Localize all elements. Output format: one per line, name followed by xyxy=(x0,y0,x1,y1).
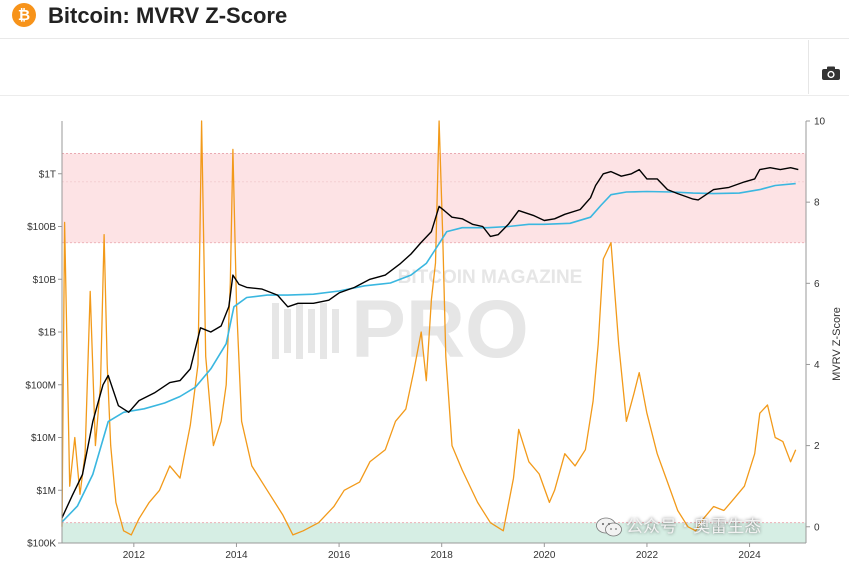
x-tick-label: 2014 xyxy=(225,550,248,561)
right-tick-label: 10 xyxy=(814,117,826,128)
market_cap-line xyxy=(61,166,799,519)
wechat-icon xyxy=(596,517,622,537)
chart-toolbar xyxy=(0,39,849,96)
realized_cap-line xyxy=(61,182,796,523)
x-tick-label: 2024 xyxy=(738,550,761,561)
right-tick-label: 6 xyxy=(814,279,820,290)
chart-header: ₿ Bitcoin: MVRV Z-Score xyxy=(0,0,849,39)
watermark-text: 公众号 · 奥雷生态 xyxy=(626,517,762,537)
page-title: Bitcoin: MVRV Z-Score xyxy=(48,3,288,28)
chart-svg: BITCOIN MAGAZINEPRO$1T$100B$10B$1B$100M$… xyxy=(25,117,843,562)
x-tick-label: 2012 xyxy=(123,550,146,561)
x-tick-label: 2018 xyxy=(431,550,454,561)
watermark: 公众号 · 奥雷生态 xyxy=(596,512,761,537)
logo-watermark-bar xyxy=(332,309,339,353)
toolbar-divider xyxy=(808,40,809,94)
bitcoin-icon: ₿ xyxy=(12,3,36,27)
logo-watermark-bar xyxy=(284,309,291,353)
left-tick-label: $100M xyxy=(25,380,56,391)
left-tick-label: $100K xyxy=(27,539,56,550)
logo-watermark-large: PRO xyxy=(351,284,529,375)
x-tick-label: 2016 xyxy=(328,550,351,561)
left-tick-label: $1M xyxy=(37,486,56,497)
mvrv-chart: BITCOIN MAGAZINE PRO $1T $100B $10B $1B $100M $… xyxy=(0,95,849,562)
logo-watermark-bar xyxy=(308,309,315,353)
right-tick-label: 8 xyxy=(814,198,820,209)
right-tick-label: 2 xyxy=(814,441,820,452)
left-tick-label: $100B xyxy=(27,222,56,233)
left-tick-label: $10B xyxy=(33,275,57,286)
left-tick-label: $1B xyxy=(38,328,56,339)
red-zone-band xyxy=(62,153,806,243)
right-tick-label: 0 xyxy=(814,522,820,533)
left-tick-label: $1T xyxy=(39,169,56,180)
right-tick-label: 4 xyxy=(814,360,820,371)
camera-icon[interactable] xyxy=(822,66,840,80)
right-axis-title: MVRV Z-Score xyxy=(831,307,843,381)
logo-watermark-bar xyxy=(320,303,327,359)
x-tick-label: 2020 xyxy=(533,550,556,561)
logo-watermark-bar xyxy=(272,303,279,359)
x-tick-label: 2022 xyxy=(636,550,659,561)
logo-watermark-bar xyxy=(296,303,303,359)
left-tick-label: $10M xyxy=(31,433,56,444)
zscore-line xyxy=(61,120,797,536)
